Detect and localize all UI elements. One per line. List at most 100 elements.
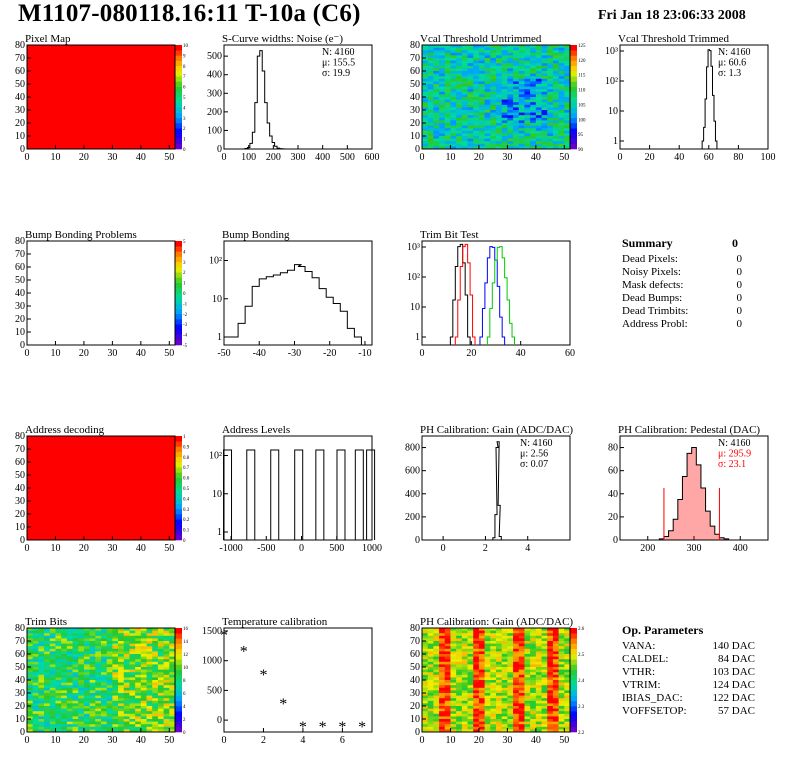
heatmap-cell [535, 94, 542, 98]
heatmap-cell [49, 643, 56, 647]
heatmap-cell [433, 700, 440, 704]
colorbar-tick-label: 1 [183, 435, 186, 440]
heatmap-cell [439, 651, 446, 655]
heatmap-cell [473, 84, 480, 87]
heatmap-cell [444, 651, 451, 655]
y-tick-label: 10 [410, 302, 420, 313]
heatmap-cell [541, 107, 548, 111]
heatmap-cell [123, 674, 130, 678]
heatmap-cell [101, 698, 108, 702]
heatmap-cell [444, 63, 451, 67]
heatmap-cell [564, 680, 571, 683]
heatmap-cell [478, 654, 486, 657]
y-tick-label: 80 [410, 40, 420, 51]
heatmap-cell [558, 73, 565, 77]
heatmap-cell [49, 633, 56, 637]
heatmap-cell [38, 661, 45, 665]
heatmap-cell [484, 643, 491, 647]
heatmap-cell [467, 76, 474, 80]
heatmap-cell [439, 143, 446, 147]
heatmap-cell [78, 719, 85, 722]
heatmap-cell [547, 99, 554, 103]
x-tick-label: 20 [645, 152, 655, 163]
heatmap-cell [490, 110, 497, 113]
heatmap-cell [496, 133, 503, 137]
heatmap-cell [83, 682, 91, 686]
heatmap-cell [83, 724, 91, 728]
heatmap-cell [49, 656, 56, 660]
heatmap-cell [27, 667, 34, 670]
stats-box [714, 437, 766, 471]
heatmap-cell [558, 651, 565, 655]
heatmap-cell [146, 643, 153, 647]
heatmap-cell [478, 674, 486, 678]
heatmap-cell [439, 628, 446, 631]
heatmap-cell [490, 656, 497, 660]
heatmap-cell [49, 716, 56, 720]
heatmap-cell [146, 708, 153, 712]
heatmap-cell [478, 682, 486, 686]
heatmap-cell [484, 138, 491, 142]
colorbar-tick-label: 3 [183, 261, 186, 266]
heatmap-cell [496, 138, 503, 142]
heatmap-cell [473, 706, 480, 709]
colorbar-tick-label: 10 [183, 44, 189, 49]
heatmap-cell [135, 690, 142, 694]
heatmap-cell [27, 648, 34, 652]
heatmap-cell [106, 677, 113, 681]
y-tick-label: 40 [410, 675, 420, 686]
heatmap-cell [564, 719, 571, 722]
heatmap-cell [535, 68, 542, 72]
heatmap-cell [433, 141, 440, 145]
heatmap-cell [478, 703, 486, 707]
heatmap-cell [490, 63, 497, 67]
heatmap-cell [444, 721, 451, 725]
heatmap-cell [439, 708, 446, 712]
heatmap-cell [140, 695, 147, 699]
heatmap-cell [467, 633, 474, 637]
heatmap-cell [456, 84, 463, 87]
heatmap-cell [496, 68, 503, 72]
heatmap-cell [461, 89, 468, 93]
heatmap-cell [78, 656, 85, 660]
heatmap-cell [61, 685, 68, 689]
heatmap-cell [524, 60, 531, 64]
heatmap-cell [433, 78, 440, 82]
colorbar-cell [175, 282, 182, 289]
heatmap-cell [518, 669, 525, 673]
heatmap-cell [496, 695, 503, 699]
y-tick-label: 40 [15, 92, 25, 103]
heatmap-cell [552, 63, 560, 67]
heatmap-cell [518, 633, 525, 637]
heatmap-cell [484, 91, 491, 95]
heatmap-cell [146, 672, 153, 676]
heatmap-cell [427, 677, 434, 681]
heatmap-cell [433, 674, 440, 678]
heatmap-cell [118, 685, 125, 689]
heatmap-cell [484, 84, 491, 87]
heatmap-cell [467, 713, 474, 717]
heatmap-cell [501, 128, 508, 132]
heatmap-cell [496, 47, 503, 51]
heatmap-cell [27, 690, 34, 694]
heatmap-cell [106, 648, 113, 652]
heatmap-cell [66, 654, 73, 657]
heatmap-cell [146, 630, 153, 634]
heatmap-cell [44, 669, 51, 673]
heatmap-cell [444, 99, 451, 103]
heatmap-cell [61, 706, 68, 709]
heatmap-cell [461, 677, 468, 681]
heatmap-cell [552, 60, 560, 64]
heatmap-cell [101, 719, 108, 722]
heatmap-cell [530, 628, 537, 631]
heatmap-cell [427, 125, 434, 129]
heatmap-cell [513, 661, 520, 665]
heatmap-cell [95, 669, 102, 673]
heatmap-cell [501, 656, 508, 660]
heatmap-cell [450, 638, 457, 642]
heatmap-cell [552, 719, 560, 722]
heatmap-cell [61, 664, 68, 668]
heatmap-cell [535, 97, 542, 100]
heatmap-cell [456, 664, 463, 668]
heatmap-cell [450, 680, 457, 683]
